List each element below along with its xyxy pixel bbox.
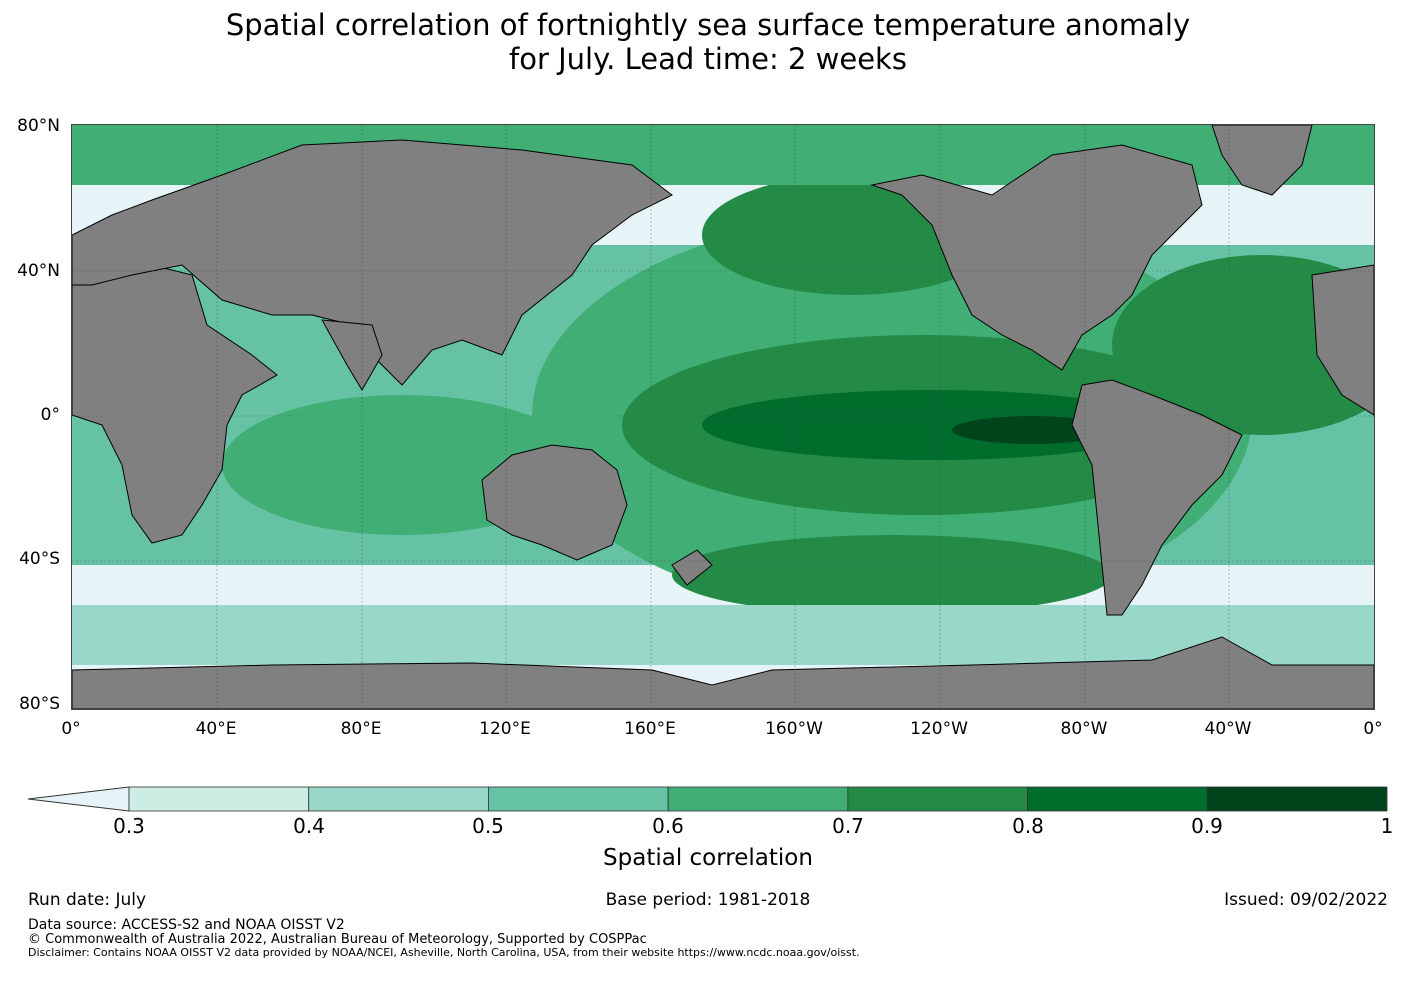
colorbar-label-0.4: 0.4 — [293, 814, 325, 838]
colorbar-block-0 — [128, 786, 310, 812]
greenland — [1211, 125, 1313, 196]
colorbar-label-0.8: 0.8 — [1012, 814, 1044, 838]
lat-tick-40s: 40°S — [19, 549, 60, 569]
colorbar-label-0.7: 0.7 — [832, 814, 864, 838]
europe-asia — [72, 139, 673, 386]
colorbar-label-1: 1 — [1380, 814, 1394, 838]
colorbar-label-0.5: 0.5 — [472, 814, 504, 838]
australia — [481, 444, 628, 561]
disclaimer: Disclaimer: Contains NOAA OISST V2 data … — [28, 946, 860, 959]
south-pacific-zone — [672, 535, 1112, 615]
lon-tick-40w: 40°W — [1204, 719, 1252, 739]
colorbar-under-triangle — [27, 786, 130, 812]
north-america — [870, 144, 1203, 371]
lon-tick-120w: 120°W — [910, 719, 968, 739]
colorbar-block-6 — [1206, 786, 1388, 812]
title-line-2: for July. Lead time: 2 weeks — [509, 42, 907, 76]
lon-tick-0-left: 0° — [61, 719, 81, 739]
new-zealand — [671, 549, 713, 586]
lon-tick-120e: 120°E — [479, 719, 531, 739]
lon-tick-160w: 160°W — [765, 719, 823, 739]
colorbar-block-1 — [308, 786, 489, 812]
lon-tick-160e: 160°E — [624, 719, 676, 739]
colorbar-title: Spatial correlation — [603, 845, 813, 871]
europe-west-edge — [1311, 264, 1374, 416]
south-america — [1071, 379, 1243, 616]
lat-tick-40n: 40°N — [17, 261, 60, 281]
correlation-map — [71, 124, 1375, 710]
colorbar-block-4 — [847, 786, 1028, 812]
issued-date: Issued: 09/02/2022 — [1224, 890, 1388, 910]
lon-tick-80e: 80°E — [340, 719, 382, 739]
southern-band — [72, 605, 1374, 665]
colorbar-block-3 — [667, 786, 849, 812]
lat-tick-0: 0° — [40, 405, 60, 425]
lon-tick-0-right: 0° — [1363, 719, 1383, 739]
colorbar-label-0.9: 0.9 — [1191, 814, 1223, 838]
colorbar — [27, 786, 1388, 812]
graticule — [72, 125, 1374, 709]
colorbar-label-0.6: 0.6 — [652, 814, 684, 838]
antarctica — [72, 636, 1374, 709]
lon-tick-40e: 40°E — [195, 719, 237, 739]
copyright: © Commonwealth of Australia 2022, Austra… — [28, 932, 647, 947]
colorbar-blocks — [128, 786, 1388, 812]
map-svg — [72, 125, 1374, 709]
lon-tick-80w: 80°W — [1060, 719, 1108, 739]
india — [321, 319, 383, 391]
lat-tick-80s: 80°S — [19, 694, 60, 714]
data-source: Data source: ACCESS-S2 and NOAA OISST V2 — [28, 917, 345, 933]
run-date: Run date: July — [28, 890, 147, 910]
colorbar-block-5 — [1027, 786, 1208, 812]
title-line-1: Spatial correlation of fortnightly sea s… — [225, 8, 1191, 42]
base-period: Base period: 1981-2018 — [605, 890, 811, 910]
map-title: Spatial correlation of fortnightly sea s… — [0, 8, 1416, 76]
land-masses — [72, 125, 1374, 709]
colorbar-block-2 — [488, 786, 669, 812]
north-atlantic-zone — [1112, 255, 1374, 435]
africa — [72, 254, 278, 544]
lat-tick-80n: 80°N — [17, 116, 60, 136]
colorbar-label-0.3: 0.3 — [113, 814, 145, 838]
